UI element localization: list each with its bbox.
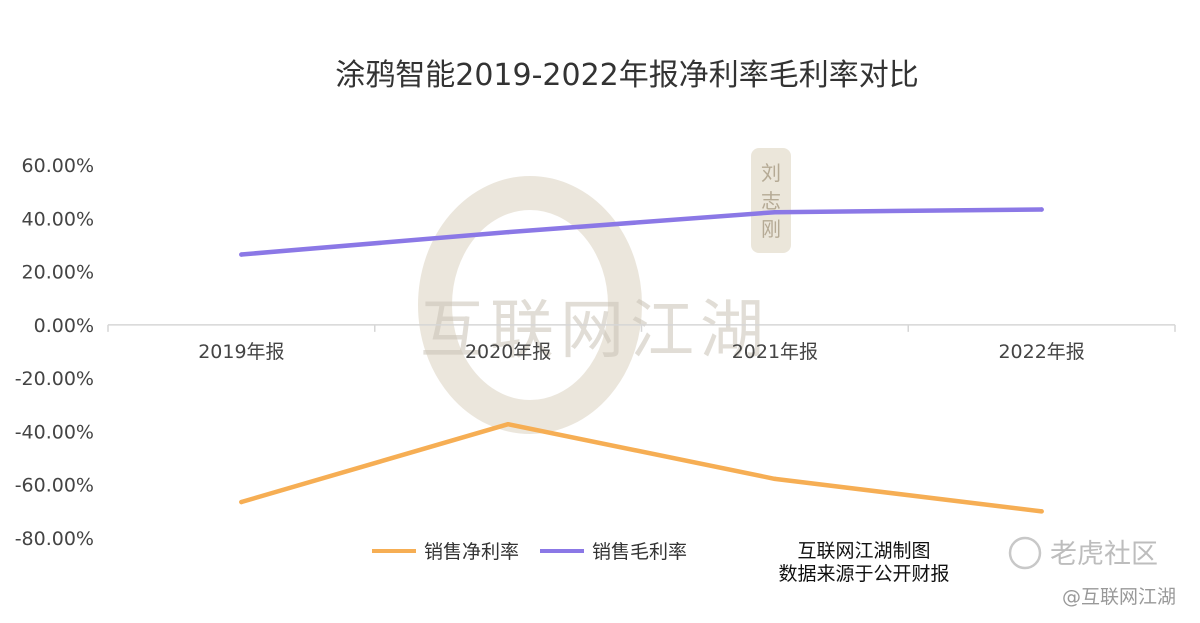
credit-line-2: 数据来源于公开财报 xyxy=(778,563,949,585)
data-point xyxy=(772,209,778,215)
forum-logo-icon xyxy=(1008,536,1042,570)
legend-label-gross-margin: 销售毛利率 xyxy=(592,541,687,563)
data-point xyxy=(1039,207,1044,212)
y-tick-label: -80.00% xyxy=(15,528,94,550)
data-point xyxy=(239,499,244,505)
chart-title: 涂鸦智能2019-2022年报净利率毛利率对比 xyxy=(335,58,919,93)
x-tick-label: 2019年报 xyxy=(198,341,284,363)
series-line-gross-margin xyxy=(239,207,1044,257)
watermark-seal-char-2: 志 xyxy=(761,189,781,213)
x-tick-label: 2022年报 xyxy=(998,341,1084,363)
data-point xyxy=(239,252,244,257)
credit-note: 互联网江湖制图 数据来源于公开财报 xyxy=(778,540,949,585)
y-axis-ticks: 60.00% 40.00% 20.00% 0.00% -20.00% -40.00% -60… xyxy=(15,155,94,550)
series-line-net-margin xyxy=(239,421,1044,514)
legend-label-net-margin: 销售净利率 xyxy=(424,541,519,563)
watermark-brush-circle xyxy=(418,176,642,434)
data-point xyxy=(505,422,511,427)
forum-name: 老虎社区 xyxy=(1050,539,1158,570)
watermark-text: 互联网江湖 xyxy=(420,294,770,368)
y-tick-label: -40.00% xyxy=(15,421,94,443)
y-tick-label: 0.00% xyxy=(34,315,94,337)
legend: 销售净利率 销售毛利率 xyxy=(372,541,687,563)
watermark-seal-char-1: 刘 xyxy=(761,161,781,185)
watermark: 刘 志 刚 互联网江湖 xyxy=(418,148,791,434)
watermark-seal-char-3: 刚 xyxy=(761,217,781,241)
y-tick-label: 40.00% xyxy=(22,208,94,230)
data-point xyxy=(1039,509,1044,514)
data-point xyxy=(772,476,778,482)
forum-watermark: 老虎社区 @互联网江湖 xyxy=(1008,536,1176,608)
y-tick-label: -20.00% xyxy=(15,368,94,390)
x-tick-label: 2021年报 xyxy=(732,341,818,363)
x-axis: 2019年报 2020年报 2021年报 2022年报 xyxy=(107,324,1176,363)
credit-line-1: 互联网江湖制图 xyxy=(797,540,930,562)
data-point xyxy=(505,229,511,235)
y-tick-label: -60.00% xyxy=(15,475,94,497)
watermark-seal-box xyxy=(751,148,791,253)
y-tick-label: 60.00% xyxy=(22,155,94,177)
author-handle: @互联网江湖 xyxy=(1062,586,1176,608)
x-tick-label: 2020年报 xyxy=(465,341,551,363)
y-tick-label: 20.00% xyxy=(22,262,94,284)
series-layer xyxy=(239,207,1044,514)
